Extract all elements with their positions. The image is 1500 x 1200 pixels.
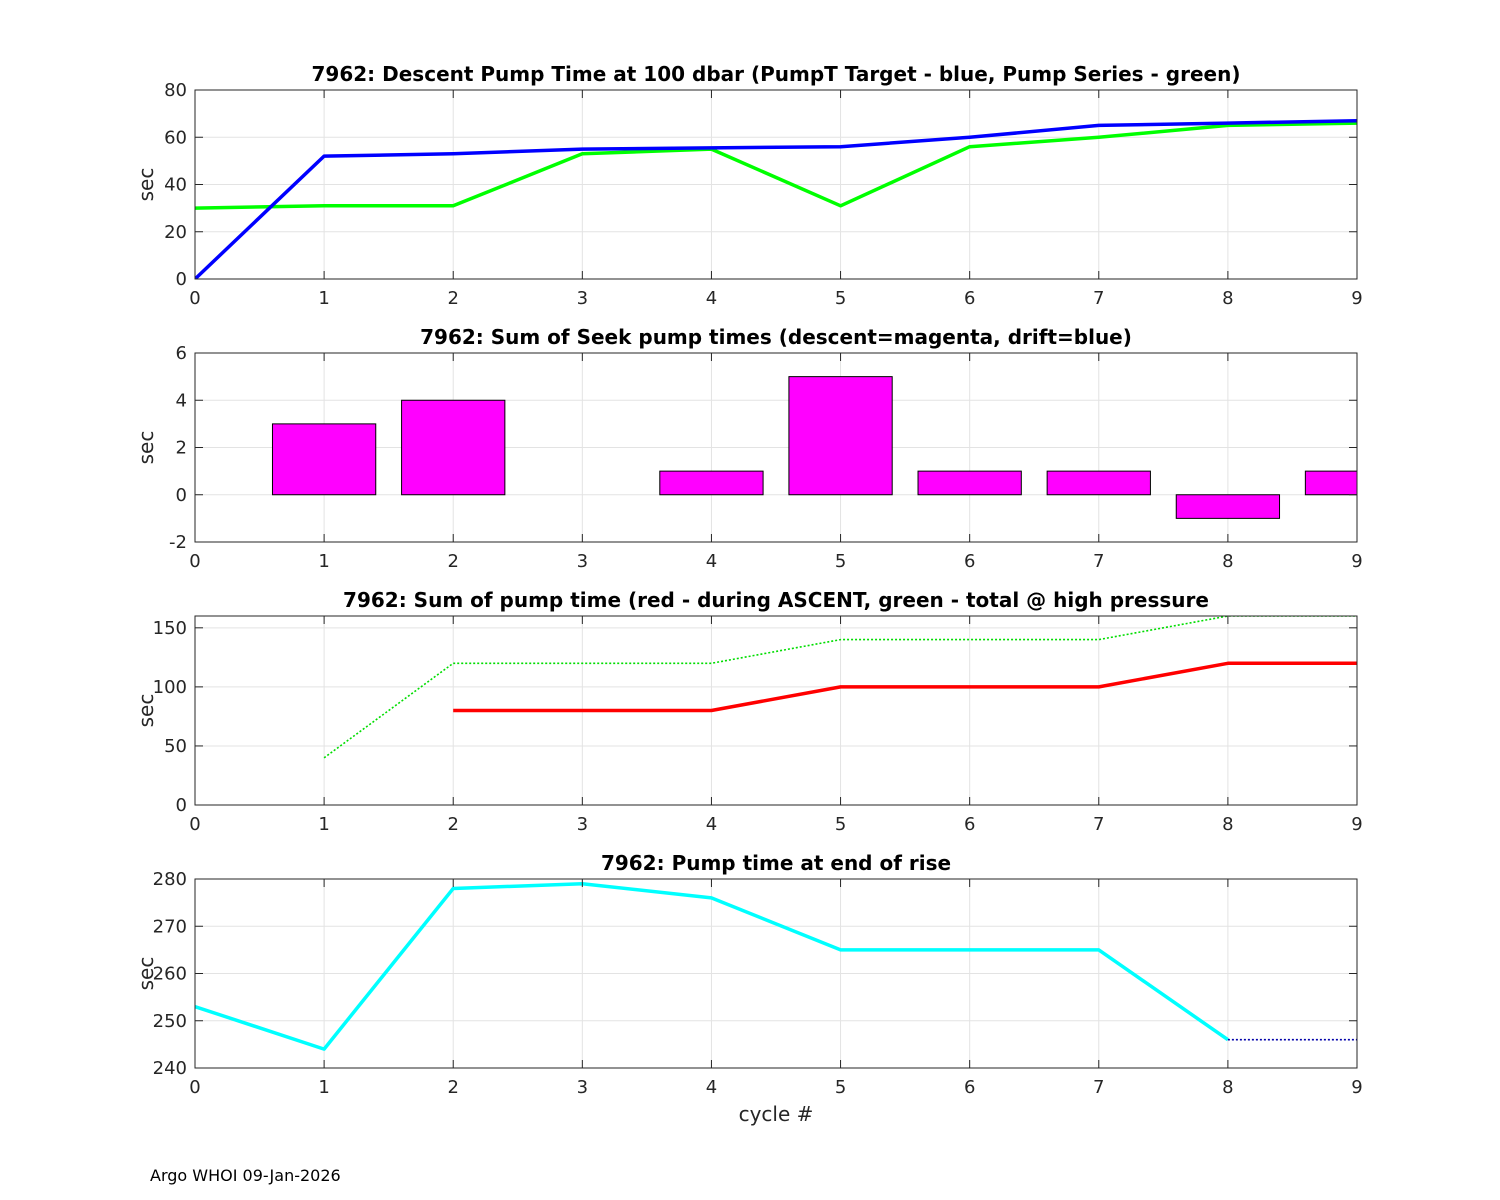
bar-1 — [271, 423, 377, 496]
y-tick-label: 4 — [176, 390, 187, 411]
y-axis-label: sec — [134, 694, 158, 728]
footer-text: Argo WHOI 09-Jan-2026 — [150, 1166, 341, 1185]
plot-area — [195, 616, 1357, 805]
y-tick-label: 60 — [164, 127, 187, 148]
x-tick-label: 1 — [318, 551, 329, 572]
x-tick-label: 4 — [706, 1077, 717, 1098]
bar-2 — [401, 399, 506, 496]
y-tick-label: 0 — [176, 795, 187, 816]
plot-marks — [195, 881, 1357, 1051]
x-tick-label: 3 — [577, 1077, 588, 1098]
bar-9 — [1304, 470, 1357, 496]
x-tick-label: 9 — [1351, 1077, 1362, 1098]
x-tick-label: 2 — [447, 551, 458, 572]
y-tick-label: 0 — [176, 485, 187, 506]
x-tick-label: 5 — [835, 551, 846, 572]
chart-title: 7962: Descent Pump Time at 100 dbar (Pum… — [312, 62, 1241, 86]
x-tick-label: 0 — [189, 288, 200, 309]
series-line-1 — [323, 616, 1357, 759]
bar-8 — [1175, 494, 1281, 519]
y-tick-label: 2 — [176, 438, 187, 459]
y-tick-label: 100 — [153, 677, 187, 698]
y-tick-label: 80 — [164, 80, 187, 101]
x-tick-label: 2 — [447, 288, 458, 309]
x-tick-label: 4 — [706, 814, 717, 835]
bar-7 — [1046, 470, 1151, 496]
y-axis-label: sec — [134, 168, 158, 202]
series-line-1 — [195, 881, 1229, 1051]
chart-title: 7962: Pump time at end of rise — [601, 851, 951, 875]
bar-6 — [917, 470, 1022, 496]
x-tick-label: 4 — [706, 288, 717, 309]
x-tick-label: 4 — [706, 551, 717, 572]
x-tick-label: 5 — [835, 1077, 846, 1098]
x-tick-label: 2 — [447, 1077, 458, 1098]
series-line-2 — [195, 118, 1357, 279]
axes-box — [194, 615, 1358, 806]
x-tick-label: 6 — [964, 814, 975, 835]
y-tick-label: -2 — [169, 532, 187, 553]
plot-marks — [195, 118, 1357, 279]
bar-4 — [659, 470, 764, 496]
x-tick-label: 1 — [318, 1077, 329, 1098]
x-tick-label: 0 — [189, 814, 200, 835]
subplot-1: 0 1 2 3 4 5 6 7 8 9 0 20 40 60 80 7962: Descent Pump Ti… — [134, 62, 1363, 309]
bar-5 — [788, 376, 893, 496]
y-tick-label: 40 — [164, 175, 187, 196]
x-tick-label: 3 — [577, 288, 588, 309]
x-tick-label: 7 — [1093, 814, 1104, 835]
x-tick-label: 7 — [1093, 551, 1104, 572]
x-tick-label: 0 — [189, 1077, 200, 1098]
x-tick-label: 1 — [318, 288, 329, 309]
plot-marks — [271, 376, 1357, 519]
y-axis-label: sec — [134, 957, 158, 991]
y-tick-label: 260 — [153, 964, 187, 985]
x-tick-label: 8 — [1222, 551, 1233, 572]
subplot-3: 0 1 2 3 4 5 6 7 8 9 0 50 100 150 7962: Sum of pump tim… — [134, 588, 1363, 835]
x-tick-label: 6 — [964, 551, 975, 572]
x-tick-label: 6 — [964, 1077, 975, 1098]
y-tick-label: 250 — [153, 1011, 187, 1032]
y-tick-label: 50 — [164, 736, 187, 757]
x-tick-label: 5 — [835, 814, 846, 835]
x-tick-label: 7 — [1093, 1077, 1104, 1098]
chart-title: 7962: Sum of Seek pump times (descent=ma… — [420, 325, 1132, 349]
x-tick-label: 1 — [318, 814, 329, 835]
series-line-1 — [195, 121, 1357, 210]
y-tick-label: 270 — [153, 916, 187, 937]
series-line-2 — [453, 661, 1357, 713]
plot-marks — [323, 616, 1357, 759]
chart-title: 7962: Sum of pump time (red - during ASC… — [343, 588, 1209, 612]
x-tick-label: 2 — [447, 814, 458, 835]
x-tick-label: 9 — [1351, 814, 1362, 835]
y-tick-label: 240 — [153, 1058, 187, 1079]
x-tick-label: 3 — [577, 814, 588, 835]
x-tick-label: 8 — [1222, 288, 1233, 309]
x-tick-label: 8 — [1222, 1077, 1233, 1098]
y-tick-label: 280 — [153, 869, 187, 890]
x-tick-label: 7 — [1093, 288, 1104, 309]
x-tick-label: 9 — [1351, 551, 1362, 572]
x-tick-label: 3 — [577, 551, 588, 572]
subplot-4: 0 1 2 3 4 5 6 7 8 9 240 250 260 270 280 7962: Pump time… — [134, 851, 1363, 1126]
x-tick-label: 5 — [835, 288, 846, 309]
y-tick-label: 0 — [176, 269, 187, 290]
y-tick-label: 150 — [153, 618, 187, 639]
y-tick-label: 6 — [176, 343, 187, 364]
x-axis-label: cycle # — [739, 1102, 814, 1126]
x-tick-label: 6 — [964, 288, 975, 309]
x-tick-label: 8 — [1222, 814, 1233, 835]
x-tick-label: 9 — [1351, 288, 1362, 309]
y-axis-label: sec — [134, 431, 158, 465]
x-tick-label: 0 — [189, 551, 200, 572]
y-tick-label: 20 — [164, 222, 187, 243]
